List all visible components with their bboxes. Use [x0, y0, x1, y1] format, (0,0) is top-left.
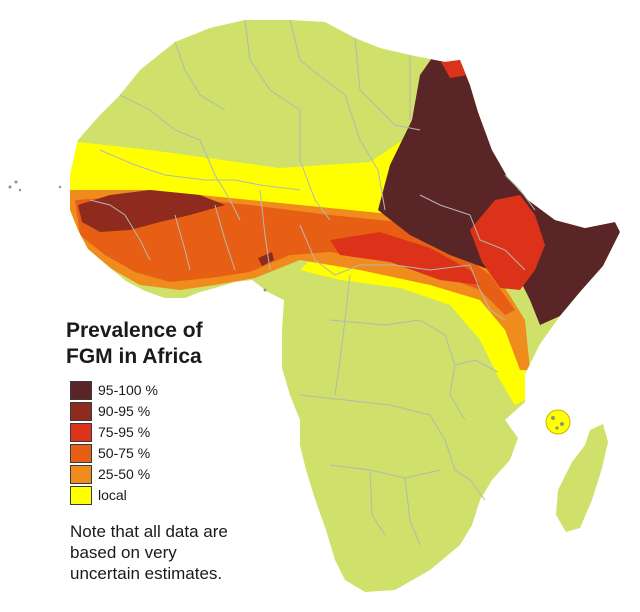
- zone-90-95-pocket: [258, 252, 274, 266]
- legend-swatch-75-95: [70, 422, 92, 442]
- legend-item: 90-95 %: [70, 401, 230, 421]
- comoros-island-marker: [545, 409, 571, 435]
- madagascar: [556, 424, 608, 532]
- legend-label: 50-75 %: [98, 445, 151, 461]
- legend-item: local: [70, 485, 230, 505]
- legend-note: Note that all data are based on very unc…: [70, 521, 290, 584]
- country-borders: [89, 19, 536, 546]
- legend-title-line2: FGM in Africa: [66, 345, 202, 368]
- legend-note-line2: based on very: [70, 543, 177, 562]
- legend-item: 75-95 %: [70, 422, 230, 442]
- zone-local-band: [70, 130, 430, 225]
- legend-swatch-local: [70, 485, 92, 505]
- legend-label: local: [98, 487, 127, 503]
- legend-note-line3: uncertain estimates.: [70, 564, 223, 583]
- legend-swatch-25-50: [70, 464, 92, 484]
- zone-75-95-horn: [470, 195, 545, 290]
- legend-swatch-90-95: [70, 401, 92, 421]
- legend-label: 90-95 %: [98, 403, 151, 419]
- legend-note-line1: Note that all data are: [70, 522, 228, 541]
- zone-75-95-nile: [440, 58, 468, 78]
- legend-item: 25-50 %: [70, 464, 230, 484]
- legend: 95-100 % 90-95 % 75-95 % 50-75 % 25-50 %…: [70, 380, 230, 506]
- legend-item: 95-100 %: [70, 380, 230, 400]
- legend-title: Prevalence of FGM in Africa: [66, 318, 266, 370]
- zone-95-100: [378, 58, 620, 325]
- legend-swatch-50-75: [70, 443, 92, 463]
- legend-item: 50-75 %: [70, 443, 230, 463]
- zone-75-95-west: [330, 232, 480, 285]
- legend-label: 75-95 %: [98, 424, 151, 440]
- legend-label: 25-50 %: [98, 466, 151, 482]
- legend-title-line1: Prevalence of: [66, 319, 203, 342]
- zone-90-95: [78, 190, 225, 232]
- legend-label: 95-100 %: [98, 382, 158, 398]
- legend-swatch-95-100: [70, 380, 92, 400]
